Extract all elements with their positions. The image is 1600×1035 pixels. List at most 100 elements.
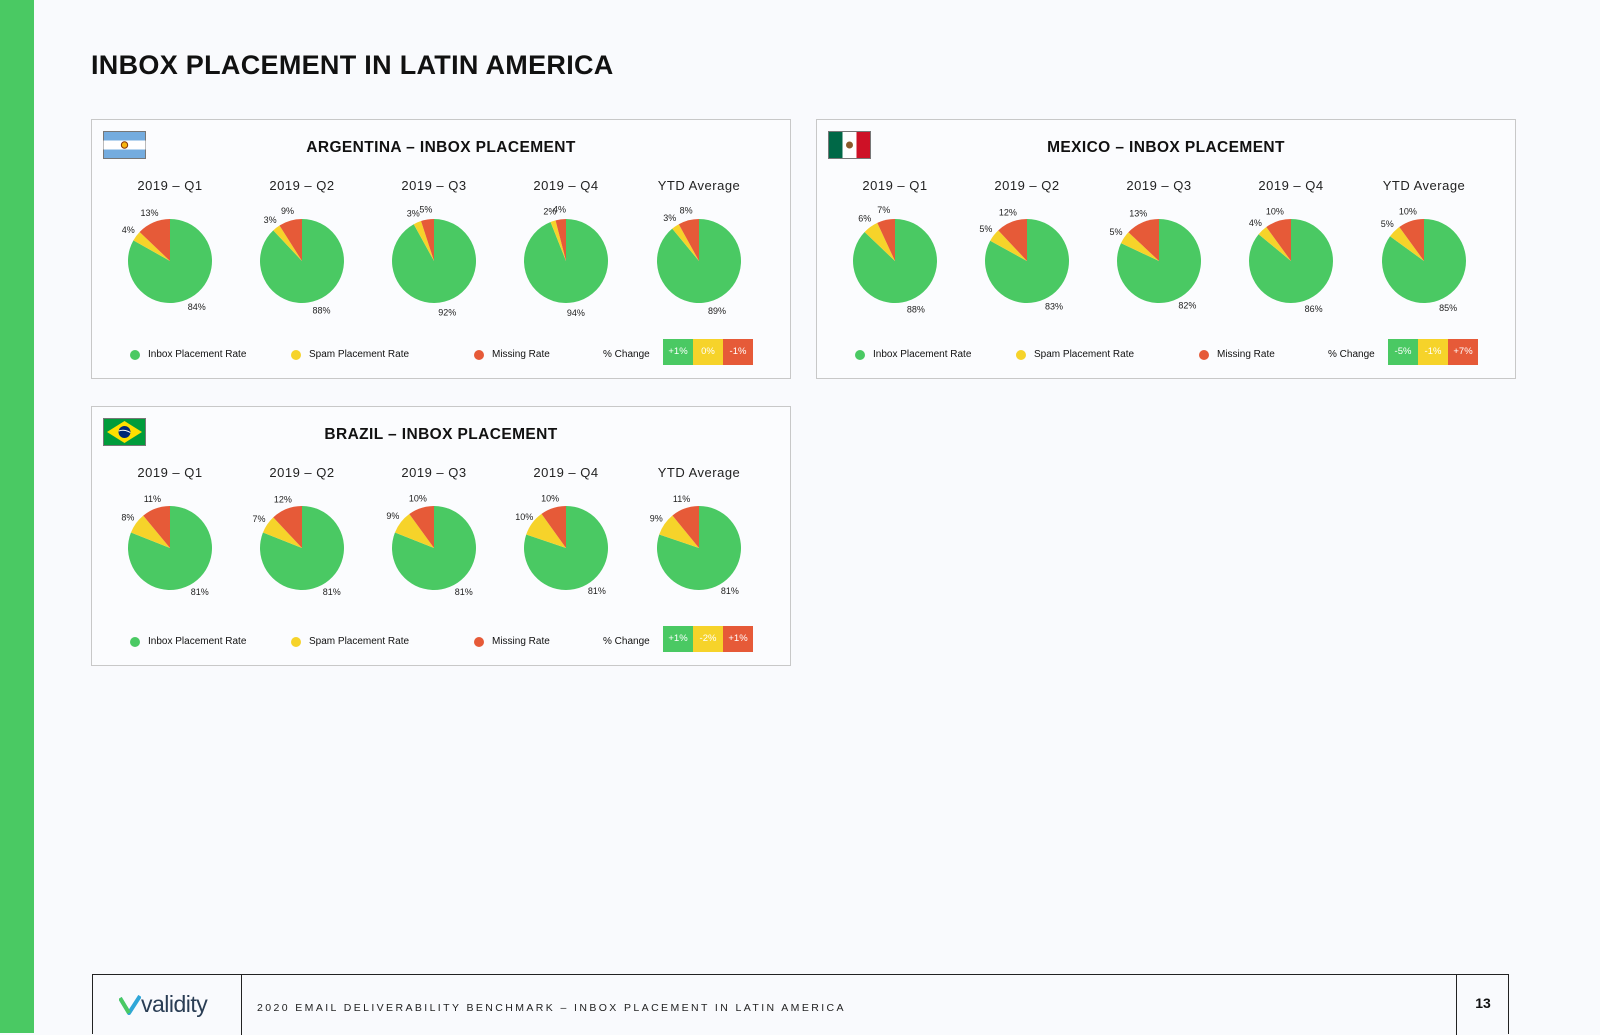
legend: Inbox Placement Rate Spam Placement Rate… <box>92 626 792 656</box>
pie-data-label-inbox: 94% <box>567 308 585 318</box>
pie-data-label-inbox: 81% <box>588 586 606 596</box>
pie-slice-spam <box>130 515 170 548</box>
legend-inbox-label: Inbox Placement Rate <box>148 349 247 360</box>
legend: Inbox Placement Rate Spam Placement Rate… <box>92 339 792 369</box>
validity-check-icon <box>119 994 141 1015</box>
pie-slice-spam <box>262 517 302 548</box>
pie-slice-inbox <box>1249 219 1334 303</box>
pie-data-label-inbox: 81% <box>323 587 341 597</box>
country-panel-mexico: MEXICO – INBOX PLACEMENT 2019 – Q1 88% 6% 7… <box>816 119 1516 379</box>
pie-data-label-spam: 7% <box>252 514 265 524</box>
pie-slice-inbox <box>657 506 742 590</box>
pie-slice-missing <box>421 219 434 261</box>
footer-text: 2020 EMAIL DELIVERABILITY BENCHMARK – IN… <box>257 1002 846 1014</box>
pie-period-label: 2019 – Q3 <box>1126 180 1191 193</box>
pie-slice-inbox <box>128 506 213 590</box>
change-label: % Change <box>603 636 650 647</box>
pie-slice-missing <box>409 506 434 548</box>
country-panel-argentina: ARGENTINA – INBOX PLACEMENT 2019 – Q1 84%… <box>91 119 791 379</box>
pie-data-label-spam: 5% <box>979 224 992 234</box>
pie-data-label-missing: 5% <box>419 205 432 215</box>
pie-data-label-inbox: 81% <box>455 587 473 597</box>
pie-data-label-spam: 5% <box>1381 219 1394 229</box>
pie-period-label: 2019 – Q2 <box>269 467 334 480</box>
pie-slice-missing <box>139 219 170 261</box>
pie-period-label: 2019 – Q1 <box>137 180 202 193</box>
pie-slice-inbox <box>524 219 609 303</box>
pie-data-label-missing: 9% <box>281 206 294 216</box>
pie-slice-missing <box>678 219 699 261</box>
legend-missing: Missing Rate <box>1199 349 1275 360</box>
change-inbox: +1% <box>663 339 693 365</box>
pie-data-label-inbox: 82% <box>1178 301 1196 311</box>
legend-missing-label: Missing Rate <box>492 636 550 647</box>
pie-data-label-missing: 8% <box>680 206 693 216</box>
pie-data-label-inbox: 81% <box>721 586 739 596</box>
pie-slice-inbox <box>524 506 609 590</box>
inbox-dot-icon <box>130 636 140 647</box>
pie-slice-spam <box>864 222 895 261</box>
pie-data-label-missing: 12% <box>999 208 1017 218</box>
legend-spam-label: Spam Placement Rate <box>309 636 410 647</box>
page-number: 13 <box>1475 995 1491 1011</box>
missing-dot-icon <box>1199 349 1209 360</box>
brazil-flag-icon <box>103 418 146 446</box>
legend-spam: Spam Placement Rate <box>291 636 409 647</box>
pie-data-label-inbox: 86% <box>1305 304 1323 314</box>
pie-slice-missing <box>1399 219 1424 261</box>
pie-slice-missing <box>273 506 302 548</box>
pie-period-label: YTD Average <box>1383 180 1466 193</box>
pie-row: 2019 – Q1 88% 6% 7% 2019 – Q2 83% 5% 12% 2019 – … <box>853 180 1466 315</box>
inbox-dot-icon <box>130 349 140 360</box>
pie-slice-missing <box>1128 219 1159 261</box>
country-panel-brazil: BRAZIL – INBOX PLACEMENT 2019 – Q1 81% 8% 1… <box>91 406 791 666</box>
pie-slice-spam <box>990 230 1027 261</box>
logo-text: validity <box>141 991 208 1017</box>
legend-inbox: Inbox Placement Rate <box>130 349 246 360</box>
change-missing: +7% <box>1448 339 1478 365</box>
pie-slice-inbox <box>127 219 212 303</box>
pie-data-label-spam: 8% <box>121 512 134 522</box>
argentina-flag-icon <box>103 131 146 159</box>
pie-period-label: YTD Average <box>658 467 741 480</box>
pie-data-label-missing: 12% <box>274 495 292 505</box>
pie-data-label-spam: 5% <box>1109 227 1122 237</box>
change-label: % Change <box>1328 349 1375 360</box>
pie-data-label-inbox: 83% <box>1045 302 1063 312</box>
pie-data-label-spam: 4% <box>1249 218 1262 228</box>
change-spam: 0% <box>693 339 723 365</box>
pie-slice-missing <box>143 506 170 548</box>
page-title: INBOX PLACEMENT IN LATIN AMERICA <box>91 50 614 80</box>
pie-data-label-spam: 4% <box>122 225 135 235</box>
pie-data-label-spam: 9% <box>386 511 399 521</box>
pie-row: 2019 – Q1 81% 8% 11% 2019 – Q2 81% 7% 12% 2019 –… <box>121 467 742 597</box>
pie-data-label-missing: 11% <box>673 494 690 504</box>
spam-dot-icon <box>291 349 301 360</box>
pie-data-label-missing: 10% <box>409 494 427 504</box>
pie-data-label-inbox: 88% <box>907 305 925 315</box>
legend: Inbox Placement Rate Spam Placement Rate… <box>817 339 1517 369</box>
pie-data-label-missing: 7% <box>877 205 890 215</box>
pie-data-label-spam: 3% <box>663 213 676 223</box>
change-missing: -1% <box>723 339 753 365</box>
pie-data-label-missing: 10% <box>541 494 559 504</box>
pie-slice-spam <box>1390 227 1424 261</box>
pie-period-label: YTD Average <box>658 180 741 193</box>
change-spam: -2% <box>693 626 723 652</box>
change-label: % Change <box>603 349 650 360</box>
validity-logo[interactable]: validity <box>119 991 208 1018</box>
pie-period-label: 2019 – Q2 <box>269 180 334 193</box>
pie-slice-spam <box>394 514 434 548</box>
legend-missing: Missing Rate <box>474 636 550 647</box>
pie-data-label-inbox: 81% <box>191 587 209 597</box>
change-inbox: -5% <box>1388 339 1418 365</box>
pie-data-label-inbox: 84% <box>188 302 206 312</box>
pie-data-label-missing: 4% <box>553 204 566 214</box>
inbox-dot-icon <box>855 349 865 360</box>
panel-title: BRAZIL – INBOX PLACEMENT <box>324 426 558 443</box>
missing-dot-icon <box>474 349 484 360</box>
spam-dot-icon <box>1016 349 1026 360</box>
pie-slice-spam <box>550 220 566 261</box>
pie-slice-spam <box>1121 232 1159 261</box>
pie-data-label-inbox: 85% <box>1439 303 1457 313</box>
